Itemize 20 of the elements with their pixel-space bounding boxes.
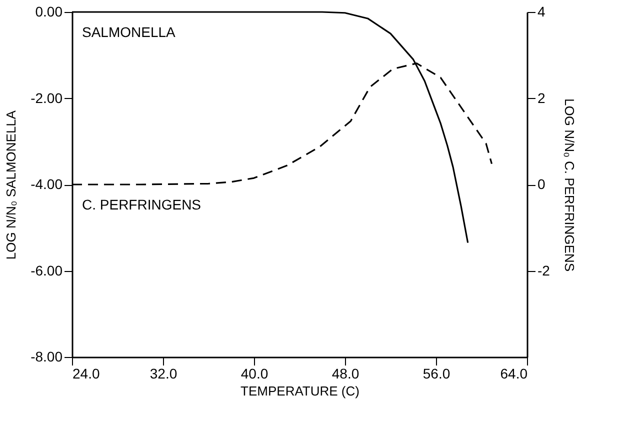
x-tick-label: 24.0 (72, 366, 100, 382)
x-axis-title: TEMPERATURE (C) (240, 384, 360, 398)
series-label: C. PERFRINGENS (82, 196, 202, 212)
x-tick-label: 56.0 (422, 366, 450, 382)
x-tick-label: 40.0 (240, 366, 268, 382)
y-axis-title: LOG N/N₀ SALMONELLA (4, 110, 19, 260)
y-tick-label: -6.00 (30, 262, 63, 278)
x-tick-label: 48.0 (332, 366, 360, 382)
y2-tick-label: -2 (538, 262, 550, 278)
y-tick-label: -2.00 (30, 90, 63, 106)
y2-tick-label: 0 (538, 176, 546, 192)
y-tick-label: -8.00 (30, 348, 63, 364)
y2-axis-title: LOG N/N₀ C. PERFRINGENS (562, 98, 577, 272)
y-tick-label: 0.00 (35, 4, 63, 20)
x-tick-label: 32.0 (150, 366, 178, 382)
y2-tick-label: 4 (538, 4, 546, 20)
series-label: SALMONELLA (82, 24, 176, 40)
y-tick-label: -4.00 (30, 176, 63, 192)
y2-tick-label: 2 (538, 90, 546, 106)
x-tick-label: 64.0 (500, 366, 528, 382)
